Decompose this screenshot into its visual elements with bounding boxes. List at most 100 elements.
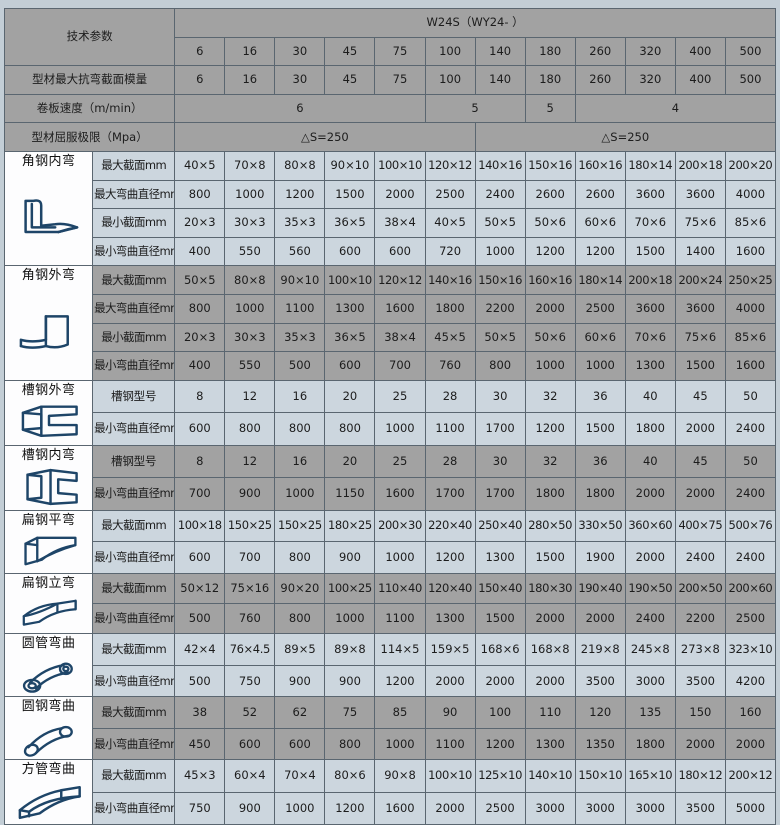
parameter-label: 最小弯曲直径mm bbox=[92, 236, 176, 267]
data-cell: 100×10 bbox=[424, 759, 476, 793]
data-cell: 1600 bbox=[724, 236, 777, 267]
model-code-cell: 260 bbox=[574, 36, 626, 67]
section-row: 角钢内弯 最大截面mm 40×5 70×8 80×8 90×10 100×10 120×12 1… bbox=[3, 150, 777, 267]
data-cell: 190×40 bbox=[574, 572, 626, 605]
data-cell: 800 bbox=[274, 412, 326, 446]
data-cell: 20×3 bbox=[174, 208, 226, 238]
data-cell: 550 bbox=[224, 351, 276, 381]
data-cell: 1100 bbox=[424, 727, 476, 761]
data-cell: 720 bbox=[424, 236, 476, 267]
section-row: 扁钢立弯 最大截面mm 50×12 75×16 90×20 100×25 110×40 120… bbox=[3, 572, 777, 635]
data-cell: 2400 bbox=[724, 412, 777, 446]
data-cell: 800 bbox=[174, 179, 226, 210]
header-row-value: 400 bbox=[674, 65, 726, 95]
data-cell: 125×10 bbox=[474, 759, 526, 793]
data-cell: 16 bbox=[274, 379, 326, 414]
data-cell: 2400 bbox=[724, 477, 777, 511]
data-cell: 550 bbox=[224, 236, 276, 267]
data-cell: 60×4 bbox=[224, 759, 276, 793]
data-cell: 2000 bbox=[674, 412, 726, 446]
data-cell: 3600 bbox=[674, 293, 726, 324]
data-cell: 1800 bbox=[624, 727, 676, 761]
data-cell: 180×14 bbox=[624, 150, 676, 181]
model-code-cell: 30 bbox=[274, 36, 326, 67]
data-cell: 160×16 bbox=[524, 265, 576, 295]
data-cell: 50×5 bbox=[474, 322, 526, 353]
data-cell: 1700 bbox=[474, 477, 526, 511]
specification-table: 技术参数 W24S（WY24- ） 6 16 30 45 75 100 140 180 260 320… bbox=[3, 7, 777, 825]
data-cell: 1200 bbox=[574, 236, 626, 267]
header-spec-row: 型材最大抗弯截面模量 6 16 30 45 75 100 140 180 260 320 400 500 bbox=[3, 65, 777, 95]
data-cell: 45 bbox=[674, 379, 726, 414]
data-cell: 135 bbox=[624, 696, 676, 729]
parameter-label: 最大截面mm bbox=[92, 265, 176, 295]
data-cell: 1300 bbox=[524, 727, 576, 761]
data-cell: 20 bbox=[324, 444, 376, 479]
data-cell: 3600 bbox=[624, 293, 676, 324]
data-cell: 700 bbox=[174, 477, 226, 511]
data-cell: 2000 bbox=[474, 664, 526, 698]
parameter-label: 最大弯曲直径mm bbox=[92, 179, 176, 210]
data-cell: 4000 bbox=[724, 179, 777, 210]
header-spec-row: 型材屈服极限（Mpa） △S=250 △S=250 bbox=[3, 122, 777, 152]
data-cell: 760 bbox=[424, 351, 476, 381]
data-cell: 2600 bbox=[574, 179, 626, 210]
data-cell: 4000 bbox=[724, 293, 777, 324]
data-cell: 85 bbox=[374, 696, 426, 729]
header-row-span-value: 5 bbox=[424, 93, 526, 124]
data-cell: 8 bbox=[174, 379, 226, 414]
data-cell: 1700 bbox=[424, 477, 476, 511]
data-cell: 2000 bbox=[524, 602, 576, 635]
data-cell: 200×20 bbox=[724, 150, 777, 181]
header-row-value: 6 bbox=[174, 65, 226, 95]
data-cell: 500 bbox=[274, 351, 326, 381]
header-spec-row: 卷板速度（m/min） 6 5 5 4 bbox=[3, 93, 777, 124]
data-cell: 1000 bbox=[224, 179, 276, 210]
section-row: 最小弯曲直径mm 500 750 900 900 1200 2000 2000 2000 3500… bbox=[5, 664, 777, 698]
data-cell: 600 bbox=[324, 351, 376, 381]
data-cell: 323×10 bbox=[724, 633, 777, 666]
data-cell: 2000 bbox=[624, 541, 676, 574]
data-cell: 2600 bbox=[524, 179, 576, 210]
data-cell: 1700 bbox=[474, 412, 526, 446]
data-cell: 20 bbox=[324, 379, 376, 414]
data-cell: 120 bbox=[574, 696, 626, 729]
data-cell: 1200 bbox=[324, 791, 376, 825]
parameter-label: 最小弯曲直径mm bbox=[92, 477, 176, 511]
parameter-label: 最小弯曲直径mm bbox=[92, 664, 176, 698]
data-cell: 800 bbox=[174, 293, 226, 324]
header-row-value: 180 bbox=[524, 65, 576, 95]
model-code-cell: 75 bbox=[374, 36, 426, 67]
data-cell: 4200 bbox=[724, 664, 777, 698]
data-cell: 40×5 bbox=[424, 208, 476, 238]
data-cell: 62 bbox=[274, 696, 326, 729]
section-row: 最大弯曲直径mm 800 1000 1100 1300 1600 1800 2200 2000 2… bbox=[5, 293, 777, 324]
data-cell: 200×18 bbox=[624, 265, 676, 295]
data-cell: 1300 bbox=[474, 541, 526, 574]
data-cell: 32 bbox=[524, 379, 576, 414]
data-cell: 1000 bbox=[474, 236, 526, 267]
data-cell: 40 bbox=[624, 444, 676, 479]
section-angle-steel-outer-bend: 角钢外弯 bbox=[3, 265, 94, 381]
model-code-cell: 6 bbox=[174, 36, 226, 67]
data-cell: 3600 bbox=[624, 179, 676, 210]
data-cell: 1150 bbox=[324, 477, 376, 511]
data-cell: 800 bbox=[324, 727, 376, 761]
parameter-label: 最大弯曲直径mm bbox=[92, 293, 176, 324]
data-cell: 52 bbox=[224, 696, 276, 729]
data-cell: 160 bbox=[724, 696, 777, 729]
data-cell: 2000 bbox=[574, 602, 626, 635]
data-cell: 90×10 bbox=[274, 265, 326, 295]
data-cell: 165×10 bbox=[624, 759, 676, 793]
data-cell: 3500 bbox=[674, 664, 726, 698]
data-cell: 180×12 bbox=[674, 759, 726, 793]
data-cell: 2500 bbox=[474, 791, 526, 825]
data-cell: 1900 bbox=[574, 541, 626, 574]
data-cell: 25 bbox=[374, 444, 426, 479]
data-cell: 3000 bbox=[574, 791, 626, 825]
data-cell: 150×25 bbox=[274, 509, 326, 543]
channel-steel-outer-bend-icon bbox=[6, 399, 91, 445]
data-cell: 900 bbox=[224, 477, 276, 511]
data-cell: 500 bbox=[174, 602, 226, 635]
data-cell: 1100 bbox=[424, 412, 476, 446]
